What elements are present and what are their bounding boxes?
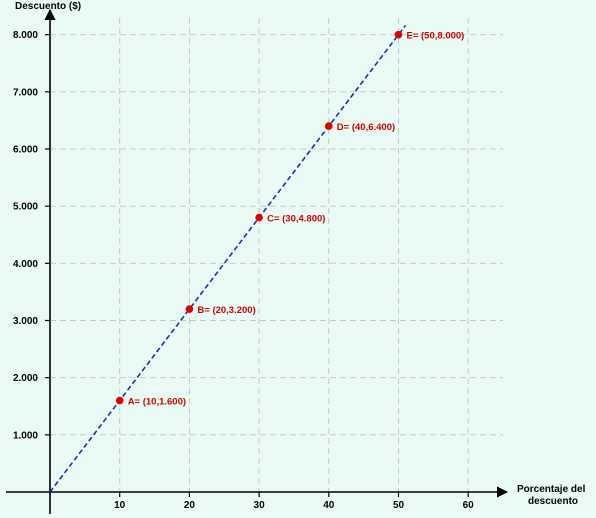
data-point — [115, 396, 124, 405]
grid — [50, 18, 503, 492]
points: A= (10,1.600) B= (20,3.200) C= (30,4.800) D… — [115, 30, 465, 408]
x-tick-label: 20 — [184, 500, 196, 511]
y-tick-label: 6.000 — [13, 144, 38, 155]
trend-line — [49, 25, 407, 493]
x-tick-label: 60 — [463, 500, 475, 511]
y-tick-label: 5.000 — [13, 202, 38, 213]
ticks: 10 20 30 40 50 60 1.000 2.000 3.000 4.000 5.000 6.0… — [13, 30, 474, 511]
point-label: B= (20,3.200) — [197, 305, 255, 316]
trend-line-group — [49, 25, 407, 493]
x-tick-label: 10 — [114, 500, 126, 511]
data-point — [185, 305, 194, 313]
point-label: E= (50,8.000) — [407, 31, 465, 42]
x-tick-label: 40 — [323, 500, 335, 511]
data-point — [325, 122, 333, 130]
point-label: C= (30,4.800) — [267, 214, 325, 225]
point-label: A= (10,1.600) — [128, 397, 186, 408]
x-axis-title-line-2: descuento — [528, 496, 578, 507]
data-point — [394, 30, 403, 39]
y-tick-label: 1.000 — [13, 430, 38, 441]
x-tick-label: 30 — [254, 500, 266, 511]
point-label: D= (40,6.400) — [337, 122, 395, 133]
y-tick-label: 8.000 — [13, 30, 38, 41]
axes — [6, 8, 509, 514]
x-axis-title-line-1: Porcentaje del — [517, 484, 586, 495]
y-tick-label: 4.000 — [13, 259, 38, 270]
y-tick-label: 2.000 — [13, 373, 38, 384]
y-tick-label: 3.000 — [13, 316, 38, 327]
x-tick-label: 50 — [393, 500, 405, 511]
data-point — [255, 213, 263, 222]
y-tick-label: 7.000 — [13, 87, 38, 98]
y-axis-title: Descuento ($) — [15, 1, 81, 12]
